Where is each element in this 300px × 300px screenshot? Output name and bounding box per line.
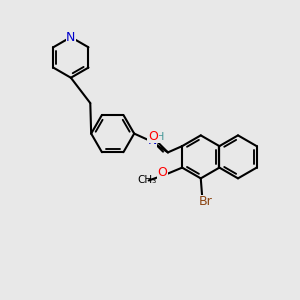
Text: N: N: [66, 31, 76, 44]
Text: N: N: [147, 134, 157, 147]
Text: O: O: [157, 166, 167, 179]
Text: Br: Br: [199, 196, 213, 208]
Text: CH₃: CH₃: [138, 176, 157, 185]
Text: H: H: [156, 133, 164, 142]
Text: O: O: [148, 130, 158, 143]
